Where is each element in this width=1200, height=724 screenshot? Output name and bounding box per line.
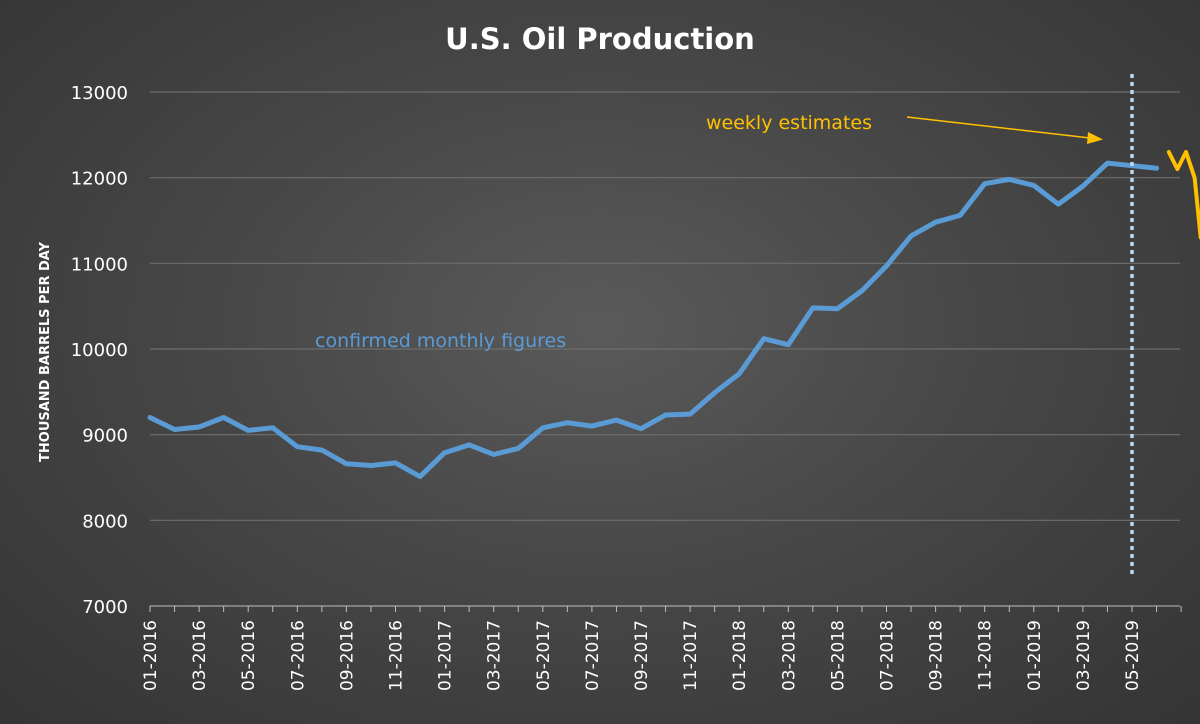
annotation-weekly: weekly estimates [706, 112, 872, 134]
x-tick-label: 01-2016 [141, 620, 161, 691]
x-tick-label: 05-2017 [534, 620, 554, 691]
y-tick-label: 11000 [71, 254, 128, 275]
x-tick-label: 09-2017 [632, 620, 652, 691]
gridlines [150, 91, 1180, 521]
series-line-monthly [147, 160, 1160, 480]
chart-title: U.S. Oil Production [445, 22, 755, 56]
y-tick-label: 12000 [71, 169, 128, 190]
x-tick-label: 03-2017 [485, 620, 505, 691]
y-tick-label: 9000 [82, 426, 128, 447]
x-tick-label: 03-2018 [779, 620, 799, 691]
annotation-monthly: confirmed monthly figures [315, 330, 566, 352]
x-tick-label: 01-2017 [436, 620, 456, 691]
x-tick-label: 11-2017 [681, 620, 701, 691]
x-tick-label: 05-2018 [828, 620, 848, 691]
y-tick-labels: 7000 8000 9000 10000 11000 12000 13000 [71, 83, 128, 618]
y-axis-label: THOUSAND BARRELS PER DAY [38, 241, 53, 462]
x-tick-label: 03-2019 [1074, 620, 1094, 691]
x-tick-label: 07-2018 [878, 620, 898, 691]
x-tick-label: 01-2018 [730, 620, 750, 691]
axes [149, 605, 1182, 612]
x-tick-label: 03-2016 [190, 620, 210, 691]
y-tick-label: 10000 [71, 340, 128, 361]
x-tick-label: 09-2016 [337, 620, 357, 691]
y-tick-label: 7000 [82, 597, 128, 618]
x-tick-label: 05-2016 [239, 620, 259, 691]
x-tick-label: 07-2017 [583, 620, 603, 691]
x-tick-label: 11-2018 [976, 620, 996, 691]
x-tick-label: 09-2018 [927, 620, 947, 691]
x-tick-label: 01-2019 [1025, 620, 1045, 691]
y-tick-label: 13000 [71, 83, 128, 104]
x-tick-labels: 01-2016 03-2016 05-2016 07-2016 09-2016 11-20… [141, 620, 1143, 691]
series [147, 74, 1200, 578]
arrow-shaft [906, 116, 1091, 139]
x-tick-label: 11-2016 [387, 620, 407, 691]
x-tick-label: 07-2016 [288, 620, 308, 691]
series-line-weekly [1166, 150, 1200, 240]
arrow-head [1087, 132, 1103, 144]
annotation-arrow [906, 116, 1103, 144]
y-tick-label: 8000 [82, 511, 128, 532]
x-tick-label: 05-2019 [1123, 620, 1143, 691]
